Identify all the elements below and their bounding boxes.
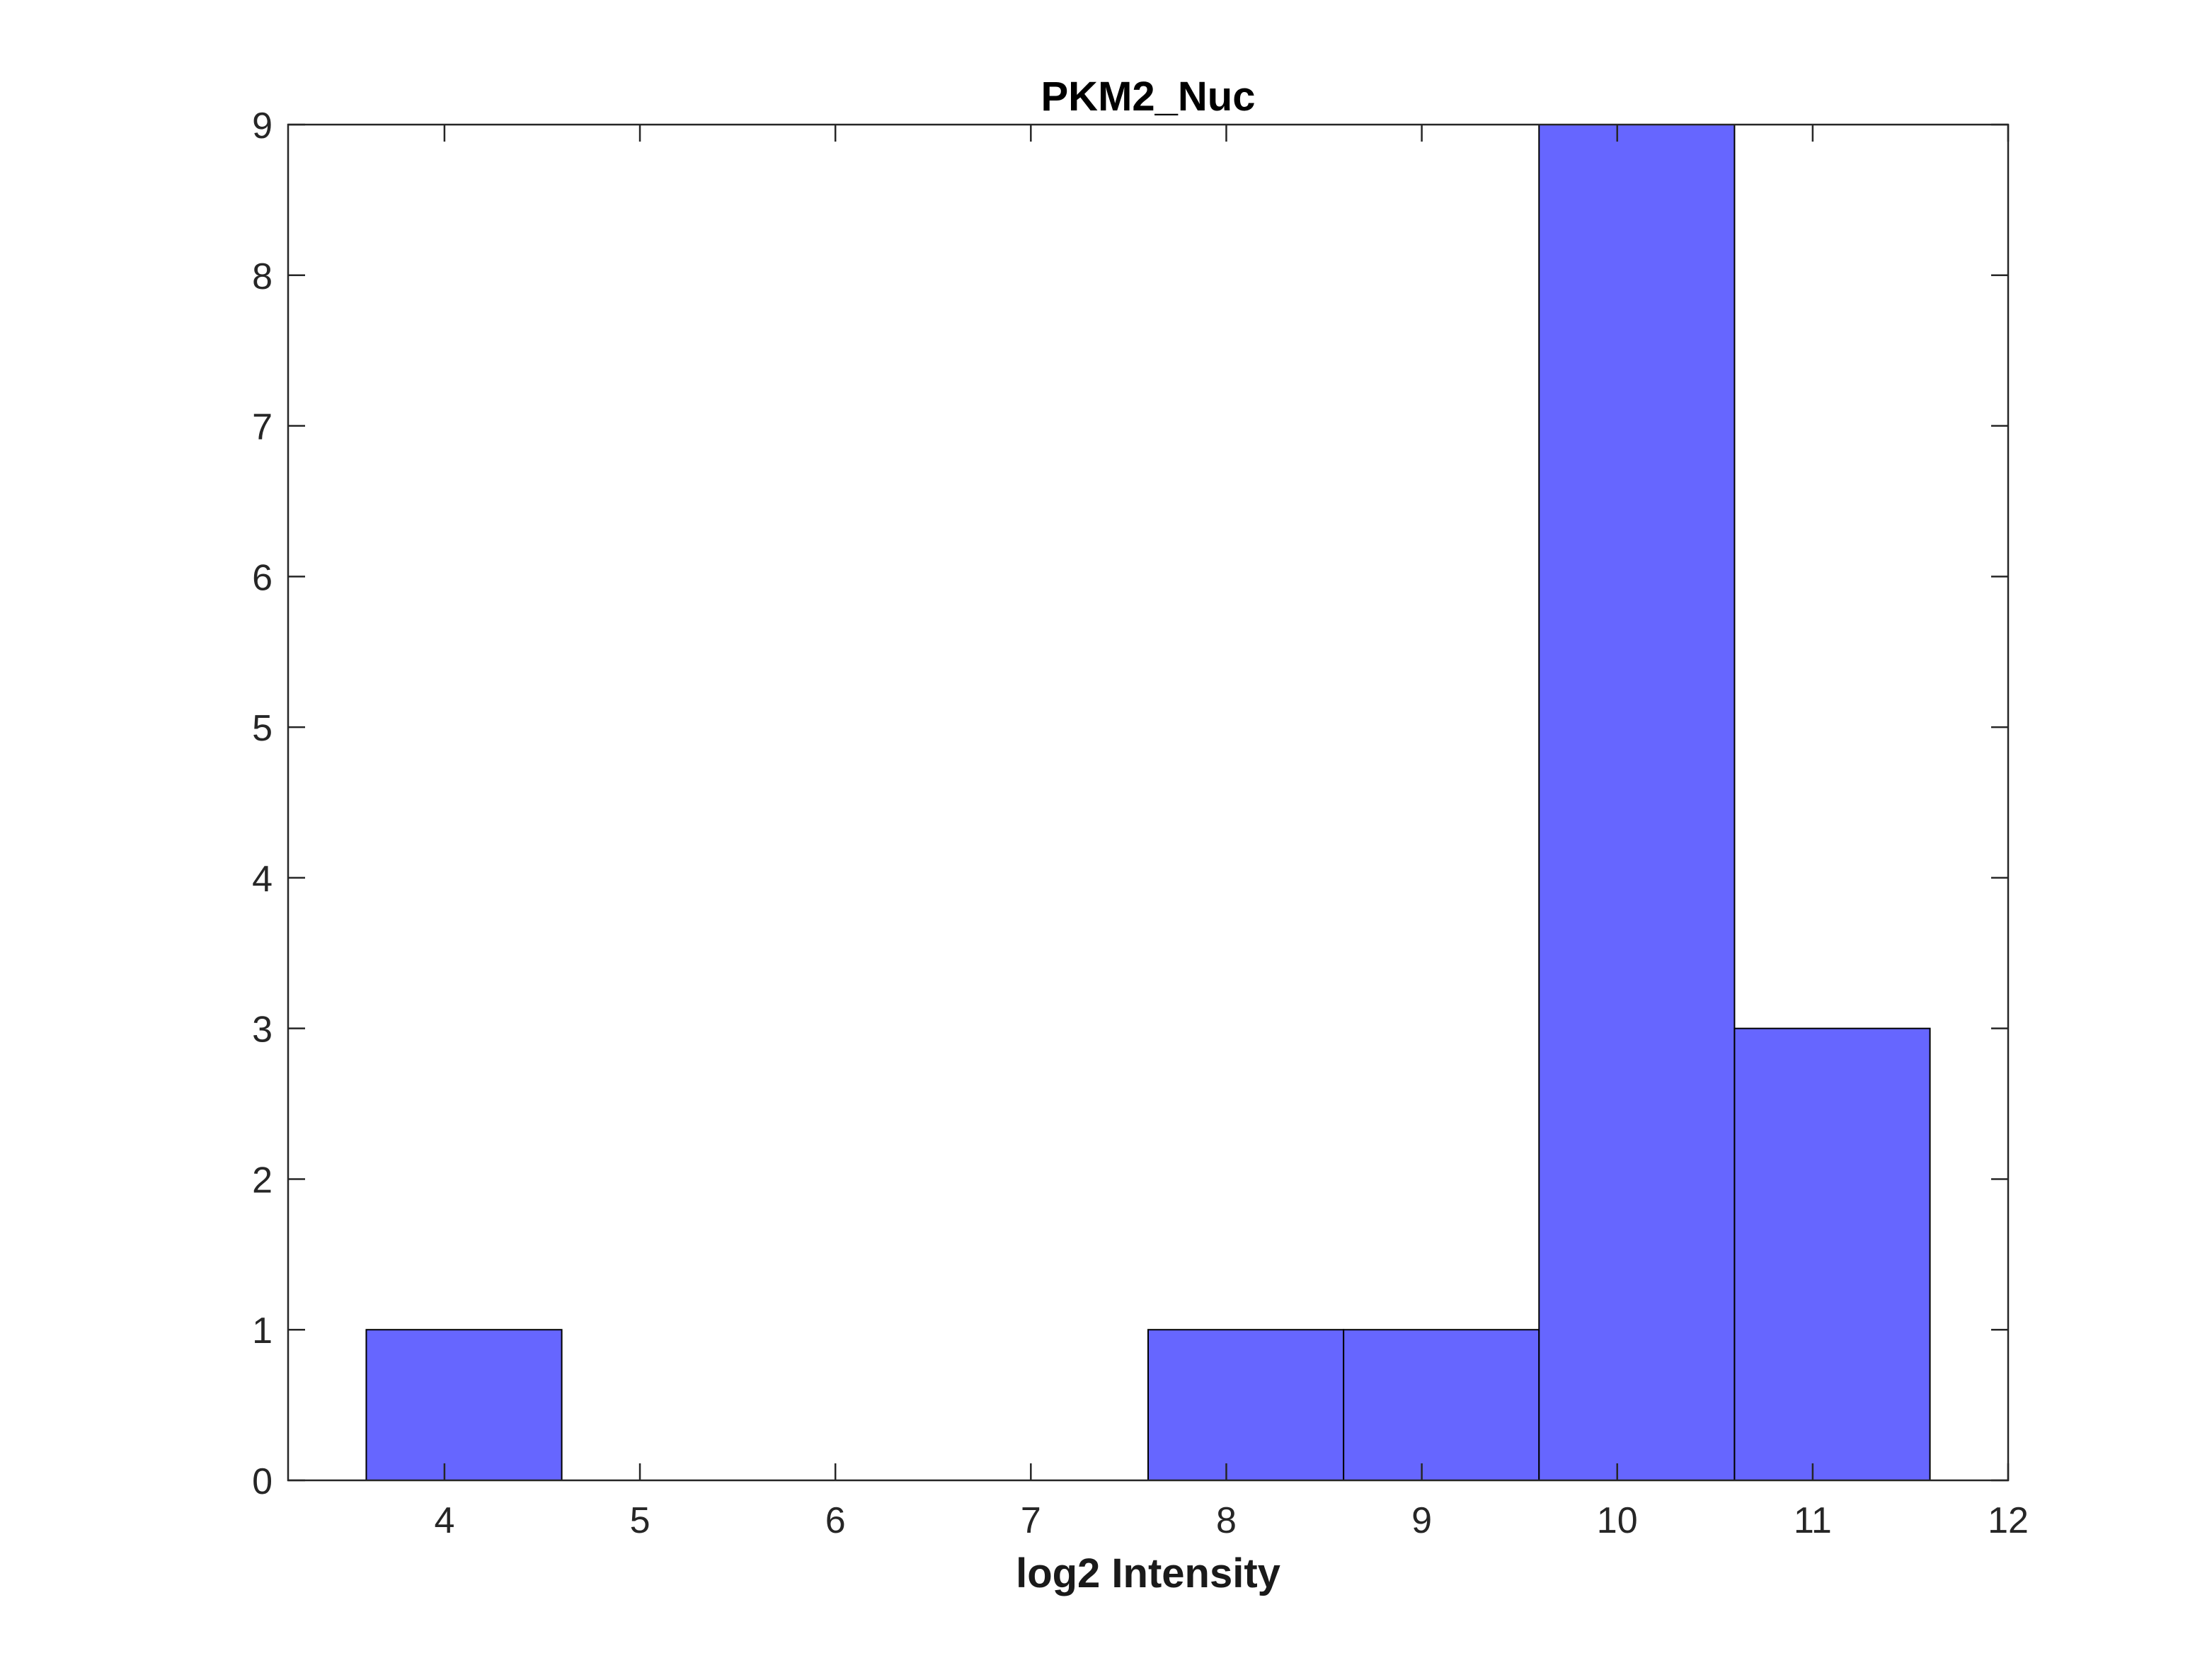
- x-tick-label-0: 4: [434, 1500, 454, 1541]
- y-tick-label-4: 4: [252, 859, 273, 900]
- x-axis-title: log2 Intensity: [1016, 1550, 1280, 1596]
- y-tick-label-9: 9: [252, 105, 273, 147]
- y-tick-label-5: 5: [252, 708, 273, 749]
- histogram-bar-4: [1734, 1027, 1931, 1481]
- x-tick-label-7: 11: [1794, 1500, 1832, 1541]
- y-tick-label-0: 0: [252, 1461, 273, 1502]
- y-tick-label-6: 6: [252, 557, 273, 598]
- y-tick-label-1: 1: [252, 1310, 273, 1351]
- y-tick-label-7: 7: [252, 407, 273, 448]
- histogram-bar-3: [1538, 124, 1736, 1481]
- x-tick-label-2: 6: [825, 1500, 846, 1541]
- x-tick-label-4: 8: [1216, 1500, 1237, 1541]
- x-tick-label-8: 12: [1988, 1500, 2029, 1541]
- histogram-bar-1: [1147, 1329, 1345, 1481]
- x-tick-label-1: 5: [630, 1500, 651, 1541]
- histogram-bar-2: [1343, 1329, 1540, 1481]
- bars-group: [365, 124, 1931, 1481]
- y-tick-label-3: 3: [252, 1010, 273, 1051]
- x-tick-label-3: 7: [1021, 1500, 1041, 1541]
- plot-area-frame: [287, 123, 2010, 1482]
- x-tick-label-6: 10: [1597, 1500, 1638, 1541]
- chart-title: PKM2_Nuc: [1041, 74, 1256, 120]
- y-tick-label-8: 8: [252, 256, 273, 297]
- histogram-bar-0: [365, 1329, 563, 1481]
- x-tick-label-5: 9: [1411, 1500, 1432, 1541]
- y-tick-label-2: 2: [252, 1160, 273, 1201]
